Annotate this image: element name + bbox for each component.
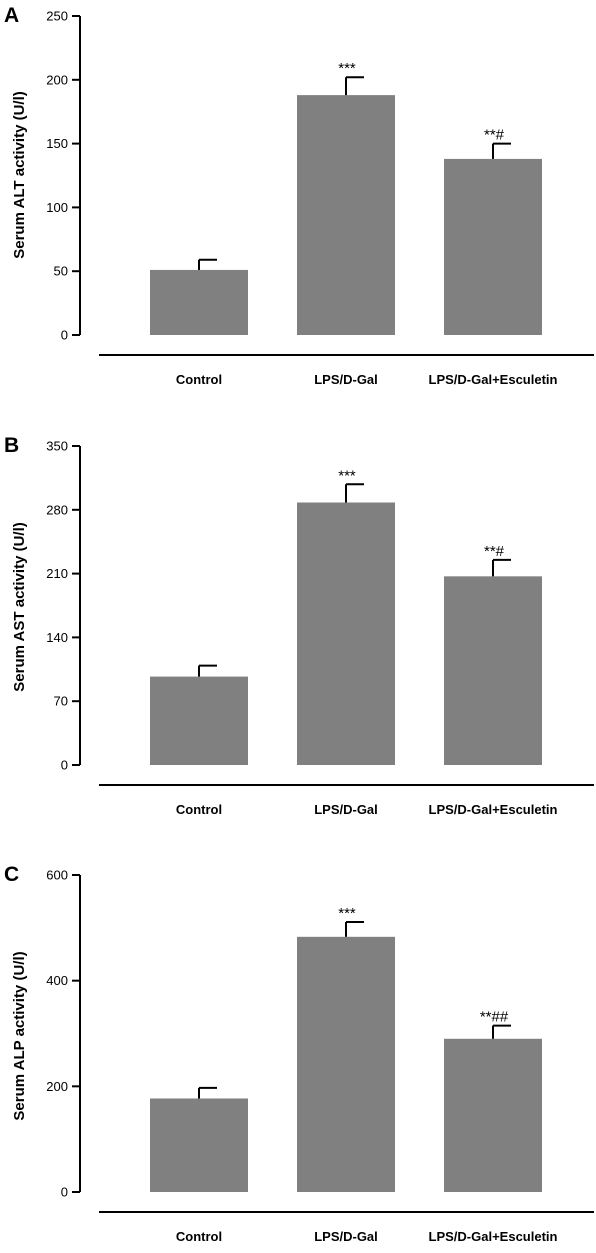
y-tick-label: 140 [46, 630, 68, 645]
significance-label: *** [338, 467, 356, 484]
x-category-label: Control [176, 372, 222, 387]
y-tick-label: 200 [46, 72, 68, 87]
bar [150, 1098, 248, 1192]
significance-label: **# [484, 543, 505, 560]
bar [444, 576, 542, 765]
bar [444, 1038, 542, 1192]
bar [297, 95, 395, 335]
panel-letter: C [4, 863, 19, 886]
bar [150, 676, 248, 765]
x-category-label: Control [176, 1229, 222, 1244]
y-tick-label: 0 [61, 328, 68, 343]
y-tick-label: 50 [54, 264, 68, 279]
y-tick-label: 210 [46, 566, 68, 581]
y-axis-title: Serum ALT activity (U/l) [11, 91, 28, 259]
x-category-label: Control [176, 802, 222, 817]
bar [444, 158, 542, 335]
y-tick-label: 600 [46, 868, 68, 883]
x-category-label: LPS/D-Gal [314, 802, 378, 817]
panel-letter: A [4, 4, 19, 27]
y-tick-label: 70 [54, 694, 68, 709]
chart-panel-b: B 0 70 140 210 280 350 Serum AST activity (U/l)… [4, 434, 594, 817]
x-category-label: LPS/D-Gal+Esculetin [429, 802, 558, 817]
y-tick-label: 0 [61, 1185, 68, 1200]
y-tick-label: 200 [46, 1079, 68, 1094]
y-tick-label: 350 [46, 439, 68, 454]
x-category-label: LPS/D-Gal [314, 1229, 378, 1244]
x-category-label: LPS/D-Gal [314, 372, 378, 387]
y-tick-label: 250 [46, 9, 68, 24]
significance-label: *** [338, 60, 356, 77]
y-axis-title: Serum ALP activity (U/l) [11, 951, 28, 1120]
y-axis-title: Serum AST activity (U/l) [11, 522, 28, 691]
chart-panel-a: A 0 50 100 150 200 250 Serum ALT activity (U/l)… [4, 4, 594, 387]
bar [297, 502, 395, 765]
chart-panel-c: C 0 200 400 600 Serum ALP activity (U/l) Contr… [4, 863, 594, 1244]
significance-label: **# [484, 127, 505, 144]
y-tick-label: 280 [46, 502, 68, 517]
panel-letter: B [4, 434, 19, 457]
bar [150, 269, 248, 335]
significance-label: *** [338, 905, 356, 922]
y-tick-label: 150 [46, 136, 68, 151]
y-tick-label: 100 [46, 200, 68, 215]
x-category-label: LPS/D-Gal+Esculetin [429, 372, 558, 387]
y-tick-label: 400 [46, 973, 68, 988]
x-category-label: LPS/D-Gal+Esculetin [429, 1229, 558, 1244]
y-tick-label: 0 [61, 758, 68, 773]
significance-label: **## [480, 1009, 509, 1026]
bar [297, 936, 395, 1192]
